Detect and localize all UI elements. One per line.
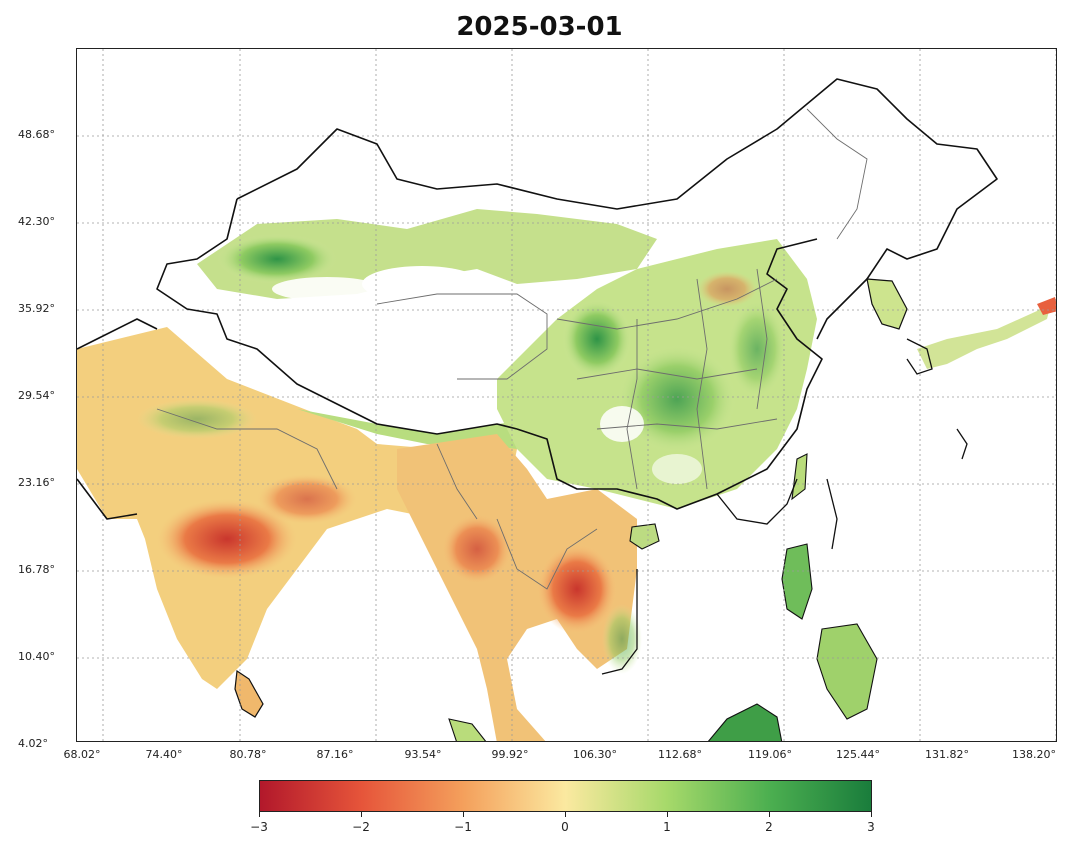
sumatra-tip	[448, 718, 487, 741]
lon-tick-label: 106.30°	[573, 748, 617, 761]
hainan	[629, 523, 660, 550]
korea-field	[866, 278, 908, 330]
colorbar-tick-label: −3	[250, 820, 268, 834]
china-wet-central	[617, 344, 737, 454]
tibet-blank	[227, 289, 557, 389]
colorbar-tick-label: 1	[663, 820, 671, 834]
vietnam-wet	[602, 604, 642, 674]
colorbar-tick-label: 3	[867, 820, 875, 834]
visayas-mindanao	[816, 623, 878, 720]
map-panel[interactable]	[76, 48, 1057, 742]
lon-tick-label: 87.16°	[316, 748, 354, 761]
colorbar-tick-label: 0	[561, 820, 569, 834]
province-borders	[156, 108, 868, 590]
lat-tick-label: 48.68°	[18, 128, 55, 141]
lat-tick-label: 29.54°	[18, 389, 55, 402]
sea-field	[397, 434, 637, 741]
lat-tick-label: 35.92°	[18, 302, 55, 315]
lon-tick-label: 80.78°	[229, 748, 267, 761]
lon-tick-label: 119.06°	[748, 748, 792, 761]
colorbar-tick-mark	[565, 812, 566, 817]
china-gap-1	[600, 406, 644, 442]
lon-tick-label: 68.02°	[63, 748, 101, 761]
china-wet-east	[727, 299, 787, 399]
gridlines	[77, 49, 1056, 741]
lat-tick-label: 10.40°	[18, 650, 55, 663]
myanmar-dry	[442, 514, 512, 584]
taiwan	[791, 453, 808, 501]
colorbar-tick-mark	[769, 812, 770, 817]
colorbar-tick-label: 2	[765, 820, 773, 834]
china-gap-2	[652, 454, 702, 484]
india-dry-east	[257, 474, 357, 524]
india-wet-north	[137, 399, 257, 439]
colorbar	[259, 780, 872, 812]
map-canvas	[77, 49, 1056, 741]
china-dry-north	[697, 271, 757, 307]
japan-dry-tip	[1037, 297, 1056, 315]
tarim-wet	[217, 234, 337, 284]
china-wet-west	[562, 299, 632, 379]
colorbar-tick-mark	[871, 812, 872, 817]
lat-tick-label: 4.02°	[18, 737, 48, 750]
colorbar-tick-mark	[361, 812, 362, 817]
lon-tick-label: 93.54°	[404, 748, 442, 761]
coastlines	[601, 338, 968, 675]
lon-tick-label: 131.82°	[925, 748, 969, 761]
lat-tick-label: 16.78°	[18, 563, 55, 576]
luzon	[781, 543, 813, 620]
colorbar-tick-label: −1	[454, 820, 472, 834]
lon-tick-label: 125.44°	[836, 748, 880, 761]
indochina-dry-core	[537, 544, 617, 634]
tarim-white	[272, 277, 382, 301]
colorbar-tick-label: −2	[352, 820, 370, 834]
india-dry-core	[157, 499, 297, 579]
colorbar-tick-mark	[667, 812, 668, 817]
colorbar-tick-mark	[259, 812, 260, 817]
lat-tick-label: 42.30°	[18, 215, 55, 228]
sri-lanka	[234, 669, 264, 718]
colorbar-tick-mark	[463, 812, 464, 817]
japan-field	[917, 299, 1052, 369]
lon-tick-label: 99.92°	[491, 748, 529, 761]
country-borders	[77, 78, 998, 520]
lon-tick-label: 138.20°	[1012, 748, 1056, 761]
lon-tick-label: 112.68°	[658, 748, 702, 761]
lon-tick-label: 74.40°	[145, 748, 183, 761]
borneo	[707, 703, 783, 741]
map-title: 2025-03-01	[456, 12, 623, 42]
lat-tick-label: 23.16°	[18, 476, 55, 489]
